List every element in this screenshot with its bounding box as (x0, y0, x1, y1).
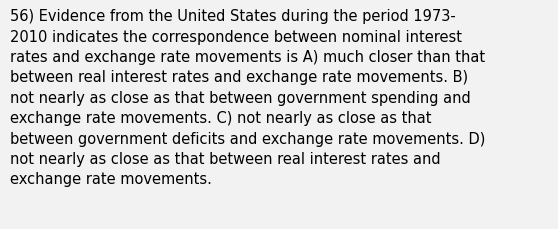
Text: 56) Evidence from the United States during the period 1973-
2010 indicates the c: 56) Evidence from the United States duri… (10, 9, 485, 187)
